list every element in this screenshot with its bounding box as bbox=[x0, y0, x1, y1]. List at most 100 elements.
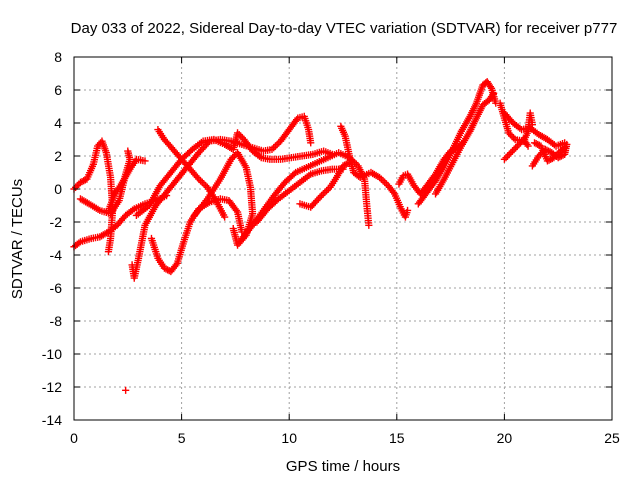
x-axis-label: GPS time / hours bbox=[286, 458, 400, 475]
series-arc-12 bbox=[296, 159, 354, 211]
y-tick-label: -12 bbox=[42, 379, 62, 395]
data-point bbox=[512, 144, 520, 152]
y-tick-label: 0 bbox=[54, 181, 62, 197]
data-point bbox=[561, 144, 569, 152]
data-point bbox=[559, 145, 567, 153]
data-point bbox=[200, 180, 208, 188]
data-point bbox=[104, 248, 113, 256]
y-tick-label: -8 bbox=[50, 313, 63, 329]
data-point bbox=[530, 139, 539, 147]
series-arc-5 bbox=[128, 112, 315, 282]
data-point bbox=[534, 140, 542, 149]
data-point bbox=[543, 157, 552, 165]
series-arc-11 bbox=[253, 165, 347, 226]
chart-title: Day 033 of 2022, Sidereal Day-to-day VTE… bbox=[71, 20, 618, 37]
data-point bbox=[523, 140, 531, 149]
data-point bbox=[160, 264, 168, 272]
data-point bbox=[486, 83, 495, 91]
x-tick-label: 5 bbox=[178, 430, 186, 446]
data-point bbox=[550, 154, 558, 162]
data-point bbox=[403, 206, 412, 215]
data-point bbox=[508, 147, 517, 155]
data-point bbox=[339, 162, 347, 170]
data-point bbox=[75, 239, 83, 247]
data-point bbox=[504, 152, 512, 160]
y-axis-label: SDTVAR / TECUs bbox=[9, 179, 26, 299]
data-point bbox=[507, 149, 515, 157]
y-tick-label: -6 bbox=[50, 280, 63, 296]
y-axis: -14 -12 -10 -8 -6 -4 -2 0 2 4 6 8 bbox=[42, 49, 612, 428]
data-point bbox=[547, 155, 555, 163]
data-point bbox=[172, 261, 180, 269]
data-point bbox=[341, 161, 349, 169]
series-arc-7 bbox=[154, 126, 229, 221]
data-point bbox=[524, 142, 532, 150]
data-point bbox=[78, 177, 86, 186]
data-point bbox=[544, 147, 553, 155]
x-tick-label: 15 bbox=[389, 430, 405, 446]
data-point bbox=[508, 132, 516, 140]
data-point bbox=[506, 130, 514, 139]
series-arc-16 bbox=[431, 89, 498, 198]
data-point bbox=[381, 178, 389, 186]
data-point bbox=[510, 145, 518, 153]
data-point bbox=[229, 154, 237, 162]
data-point bbox=[500, 155, 508, 163]
data-point bbox=[273, 140, 281, 149]
series-arc-21 bbox=[530, 139, 569, 165]
data-point bbox=[389, 188, 397, 196]
data-point bbox=[80, 177, 88, 185]
data-point bbox=[233, 129, 242, 137]
data-point bbox=[365, 221, 373, 229]
data-point bbox=[229, 225, 237, 233]
data-point bbox=[509, 134, 518, 142]
data-point bbox=[73, 182, 81, 190]
data-point bbox=[162, 265, 170, 273]
data-point bbox=[532, 140, 540, 148]
data-point bbox=[271, 142, 280, 150]
data-point bbox=[319, 190, 327, 198]
y-tick-label: -2 bbox=[50, 214, 63, 230]
data-point bbox=[321, 188, 329, 196]
data-point bbox=[551, 152, 560, 160]
data-point bbox=[124, 147, 132, 155]
x-axis: 0 5 10 15 20 25 bbox=[70, 57, 620, 446]
series-arc-13 bbox=[337, 122, 412, 221]
data-point bbox=[237, 132, 245, 140]
data-point bbox=[505, 150, 513, 158]
data-point bbox=[290, 170, 298, 178]
data-point bbox=[513, 142, 521, 150]
x-tick-label: 0 bbox=[70, 430, 78, 446]
series-arc-19 bbox=[500, 135, 532, 163]
data-point bbox=[316, 193, 324, 201]
data-point bbox=[515, 140, 523, 149]
y-tick-label: 6 bbox=[54, 82, 62, 98]
y-tick-label: -4 bbox=[50, 247, 63, 263]
data-point bbox=[72, 183, 80, 191]
y-tick-label: 2 bbox=[54, 148, 62, 164]
plot-frame bbox=[73, 56, 613, 421]
data-point bbox=[535, 152, 543, 160]
x-tick-label: 25 bbox=[604, 430, 620, 446]
data-point bbox=[193, 173, 201, 182]
data-point bbox=[545, 156, 553, 164]
data-point bbox=[232, 206, 240, 215]
outlier-point bbox=[122, 386, 130, 394]
data-point bbox=[76, 178, 85, 186]
data-point bbox=[379, 177, 387, 185]
y-tick-label: 8 bbox=[54, 49, 62, 65]
series-arc-4 bbox=[104, 155, 149, 215]
data-series bbox=[70, 78, 571, 394]
data-point bbox=[221, 213, 229, 221]
data-point bbox=[141, 157, 149, 165]
data-point bbox=[198, 178, 206, 186]
data-point bbox=[490, 89, 498, 97]
data-point bbox=[323, 187, 331, 195]
x-tick-label: 10 bbox=[281, 430, 297, 446]
data-point bbox=[502, 154, 510, 162]
data-point bbox=[307, 139, 315, 147]
x-tick-label: 20 bbox=[497, 430, 513, 446]
data-point bbox=[505, 129, 513, 137]
data-point bbox=[528, 121, 536, 129]
